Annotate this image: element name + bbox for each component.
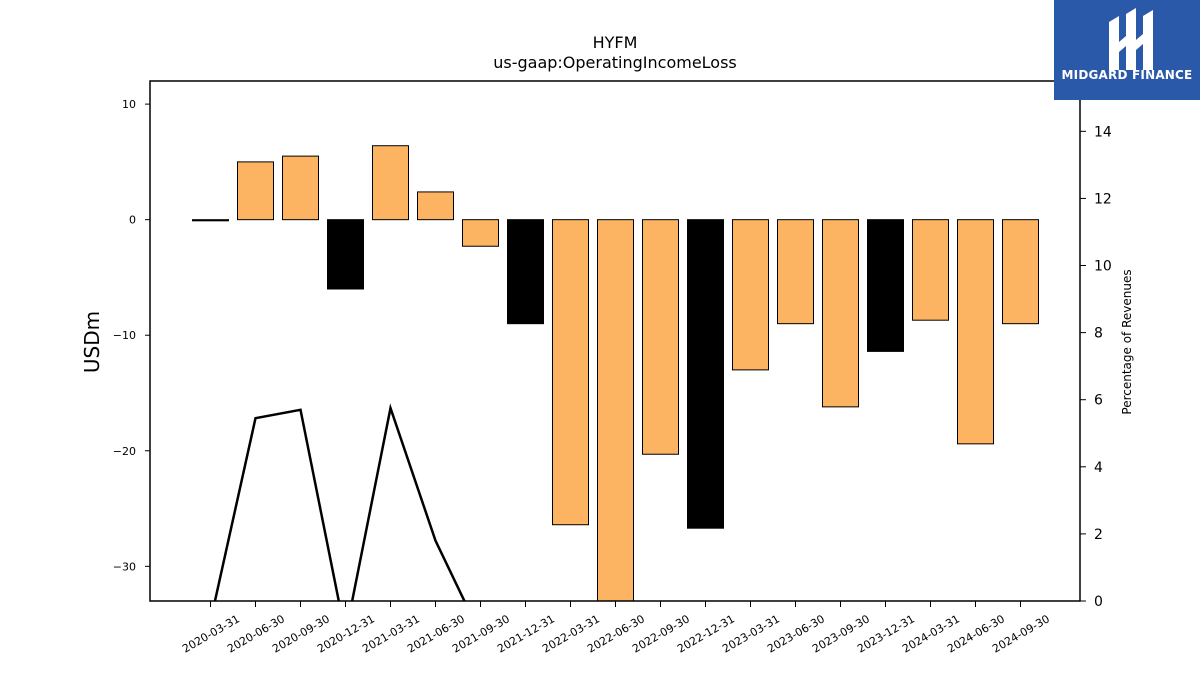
y2-tick-label: 6 <box>1094 393 1103 409</box>
bar-2021-03-31 <box>372 145 409 221</box>
y-tick-label: −30 <box>113 560 136 573</box>
percentage-line <box>213 403 466 601</box>
bar-2021-12-31 <box>507 219 544 325</box>
bar-2024-06-30 <box>957 219 994 445</box>
bar-2023-09-30 <box>822 219 859 408</box>
bar-2023-12-31 <box>867 219 904 352</box>
y2-tick-label: 14 <box>1094 124 1112 140</box>
y-axis-label: USDm <box>80 311 104 373</box>
y-tick-label: 10 <box>122 98 136 111</box>
y2-tick-label: 12 <box>1094 191 1112 207</box>
bar-2021-09-30 <box>462 219 499 247</box>
midgard-finance-logo: MIDGARD FINANCE <box>1054 0 1200 100</box>
bar-2023-03-31 <box>732 219 769 371</box>
logo-mark-icon <box>1109 8 1153 70</box>
y2-tick-label: 8 <box>1094 326 1103 342</box>
y2-tick-label: 2 <box>1094 527 1103 543</box>
y-tick-label: −10 <box>113 329 136 342</box>
bar-2022-09-30 <box>642 219 679 455</box>
chart-subtitle: us-gaap:OperatingIncomeLoss <box>493 53 737 72</box>
bar-2023-06-30 <box>777 219 814 325</box>
y2-axis-label: Percentage of Revenues <box>1120 269 1134 414</box>
bar-2022-06-30 <box>597 219 634 601</box>
bar-2020-12-31 <box>327 219 364 290</box>
y2-tick-label: 10 <box>1094 259 1112 275</box>
y-tick-label: −20 <box>113 445 136 458</box>
bar-2021-06-30 <box>417 191 454 221</box>
bar-2020-03-31 <box>192 219 229 222</box>
y2-tick-label: 4 <box>1094 460 1103 476</box>
bar-2024-03-31 <box>912 219 949 321</box>
bar-2020-06-30 <box>237 161 274 221</box>
bar-2022-03-31 <box>552 219 589 526</box>
chart-title: HYFM <box>593 33 638 52</box>
bar-2020-09-30 <box>282 155 319 221</box>
logo-text: MIDGARD FINANCE <box>1061 68 1193 82</box>
bar-2024-09-30 <box>1002 219 1039 325</box>
y-tick-label: 0 <box>129 214 136 227</box>
bar-2022-12-31 <box>687 219 724 529</box>
y2-tick-label: 0 <box>1094 594 1103 610</box>
